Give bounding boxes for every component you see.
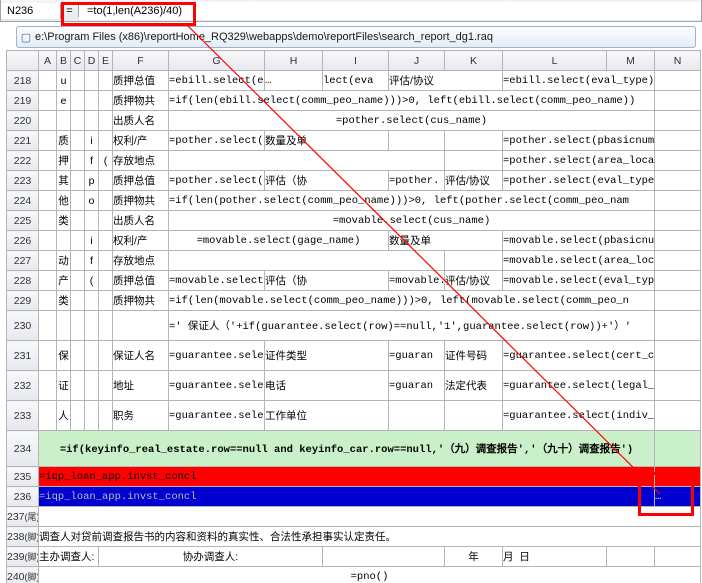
row-230: 230 =' 保证人（'+if(guarantee.select(row)==n… bbox=[7, 311, 701, 341]
col-F[interactable]: F bbox=[113, 51, 169, 71]
col-J[interactable]: J bbox=[389, 51, 445, 71]
row-232: 232 证 地址 =guarantee.select 电话 =guaran 法定… bbox=[7, 371, 701, 401]
row-240: 240(脚) =pno() bbox=[7, 567, 701, 583]
row-229: 229 类 质押物共 =if(len(movable.select(comm_p… bbox=[7, 291, 701, 311]
grid: A B C D E F G H I J K L M N 218 u 质押总值 =… bbox=[6, 50, 702, 583]
col-K[interactable]: K bbox=[445, 51, 503, 71]
row-235: 235 =iqp_loan_app.invst_concl bbox=[7, 467, 701, 487]
row-225: 225 类 出质人名 =movable.select(cus_name) bbox=[7, 211, 701, 231]
name-box[interactable]: N236 bbox=[1, 3, 61, 19]
col-N[interactable]: N bbox=[655, 51, 701, 71]
row-237: 237(尾) bbox=[7, 507, 701, 527]
row-231: 231 保 保证人名 =guarantee.select 证件类型 =guara… bbox=[7, 341, 701, 371]
row-227: 227 动f 存放地点 =movable.select(area_locatio… bbox=[7, 251, 701, 271]
formula-bar: N236 = bbox=[0, 0, 702, 22]
row-228: 228 产( 质押总值 =movable.select(buy_am 评估（协 … bbox=[7, 271, 701, 291]
document-icon: ▢ bbox=[17, 31, 35, 44]
row-223: 223 其p 质押总值 =pother.select(buy_amt 评估（协 … bbox=[7, 171, 701, 191]
col-A[interactable]: A bbox=[39, 51, 57, 71]
row-234: 234 =if(keyinfo_real_estate.row==null an… bbox=[7, 431, 701, 467]
row-236: 236 =iqp_loan_app.invst_concl … bbox=[7, 487, 701, 507]
col-M[interactable]: M bbox=[607, 51, 655, 71]
row-220: 220 出质人名 =pother.select(cus_name) bbox=[7, 111, 701, 131]
col-B[interactable]: B bbox=[57, 51, 71, 71]
col-I[interactable]: I bbox=[323, 51, 389, 71]
col-H[interactable]: H bbox=[265, 51, 323, 71]
spreadsheet-table[interactable]: A B C D E F G H I J K L M N 218 u 质押总值 =… bbox=[6, 50, 701, 583]
formula-input[interactable] bbox=[85, 4, 215, 18]
row-238: 238(脚) 调查人对贷前调查报告书的内容和资料的真实性、合法性承担事实认定责任… bbox=[7, 527, 701, 547]
row-222: 222 押f( 存放地点 =pother.select(area_locatio… bbox=[7, 151, 701, 171]
row-219: 219 e 质押物共 =if(len(ebill.select(comm_peo… bbox=[7, 91, 701, 111]
row-226: 226 i 权利/产 =movable.select(gage_name) 数量… bbox=[7, 231, 701, 251]
row-239: 239(脚) 主办调查人: 协办调查人: 年 月 日 bbox=[7, 547, 701, 567]
column-header-row: A B C D E F G H I J K L M N bbox=[7, 51, 701, 71]
col-C[interactable]: C bbox=[71, 51, 85, 71]
row-218: 218 u 质押总值 =ebill.select(er… … lect(eva … bbox=[7, 71, 701, 91]
row-221: 221 质i 权利/产 =pother.select(gag 数量及单 =pot… bbox=[7, 131, 701, 151]
formula-field-wrap[interactable] bbox=[79, 2, 701, 20]
row-224: 224 他o 质押物共 =if(len(pother.select(comm_p… bbox=[7, 191, 701, 211]
row-233: 233 人 职务 =guarantee.select(indiv_com_job… bbox=[7, 401, 701, 431]
col-G[interactable]: G bbox=[169, 51, 265, 71]
equals-label: = bbox=[61, 5, 79, 17]
col-D[interactable]: D bbox=[85, 51, 99, 71]
file-path: e:\Program Files (x86)\reportHome_RQ329\… bbox=[35, 31, 695, 43]
col-L[interactable]: L bbox=[503, 51, 607, 71]
file-path-bar: ▢ e:\Program Files (x86)\reportHome_RQ32… bbox=[16, 26, 696, 48]
col-E[interactable]: E bbox=[99, 51, 113, 71]
